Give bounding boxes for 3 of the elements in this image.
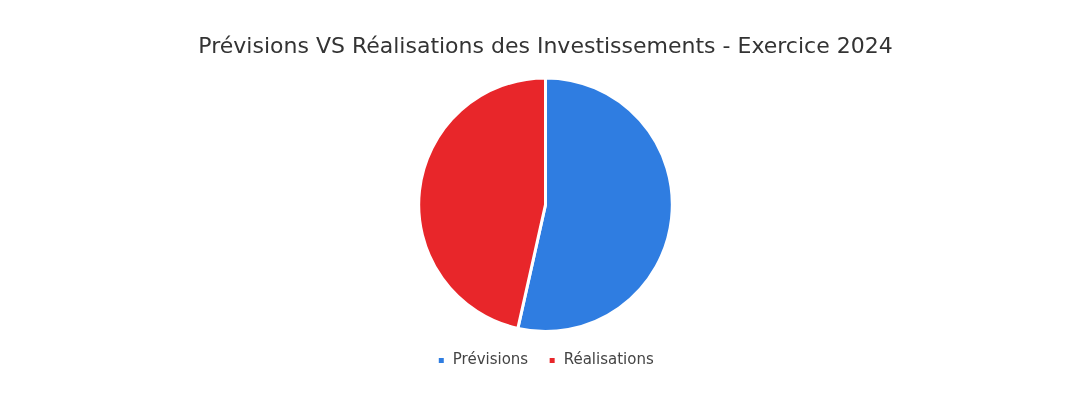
legend-label: Réalisations <box>563 350 654 369</box>
legend-label: Prévisions <box>452 350 529 369</box>
chart-title: Prévisions VS Réalisations des Investissements - Exercice 2024 <box>198 32 893 58</box>
